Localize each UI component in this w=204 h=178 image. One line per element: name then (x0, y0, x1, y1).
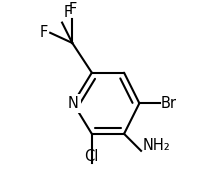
Text: N: N (68, 96, 79, 111)
Text: F: F (69, 2, 77, 17)
Text: F: F (39, 25, 48, 40)
Text: NH₂: NH₂ (143, 138, 171, 153)
Text: Cl: Cl (85, 149, 99, 164)
Text: F: F (64, 5, 72, 20)
Text: Br: Br (161, 96, 177, 111)
